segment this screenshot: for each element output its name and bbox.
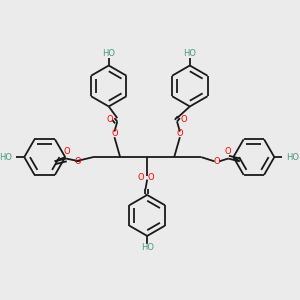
Text: O: O — [107, 115, 113, 124]
Text: O: O — [63, 148, 70, 157]
Text: O: O — [74, 157, 81, 166]
Text: HO: HO — [0, 153, 12, 162]
Text: O: O — [177, 129, 183, 138]
Text: HO: HO — [286, 153, 299, 162]
Text: O: O — [138, 172, 144, 182]
Text: O: O — [181, 115, 188, 124]
Text: O: O — [148, 172, 154, 182]
Text: O: O — [111, 129, 118, 138]
Text: HO: HO — [183, 49, 196, 58]
Text: O: O — [214, 157, 220, 166]
Text: HO: HO — [141, 243, 154, 252]
Text: HO: HO — [102, 49, 115, 58]
Text: O: O — [224, 148, 231, 157]
